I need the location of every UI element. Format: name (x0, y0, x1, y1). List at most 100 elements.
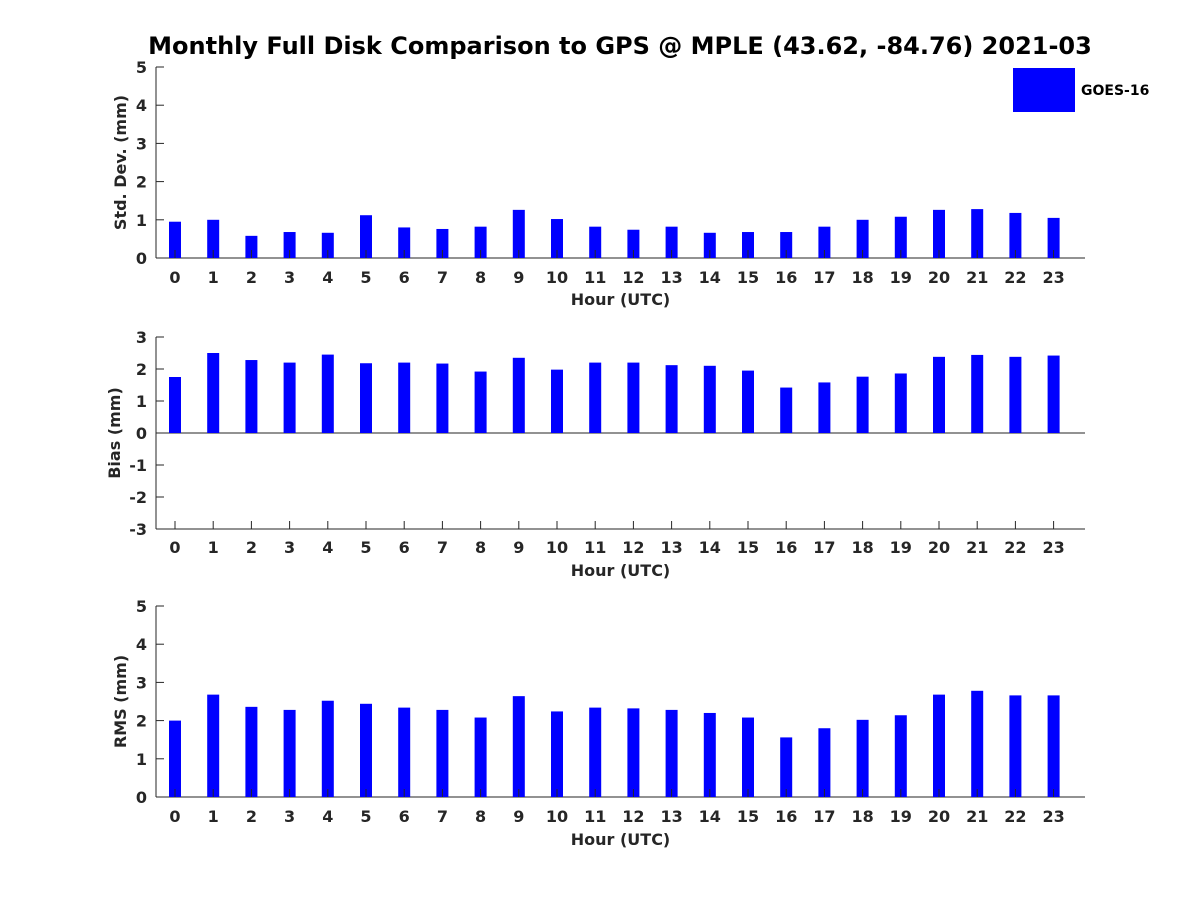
y-tick-label: 1 (136, 750, 147, 769)
y-tick-label: 2 (136, 712, 147, 731)
x-tick-label: 20 (928, 268, 950, 287)
x-tick-label: 10 (546, 538, 568, 557)
bar-hour-2 (245, 706, 258, 797)
bar-hour-6 (398, 227, 411, 258)
x-tick-label: 21 (966, 268, 988, 287)
x-tick-label: 7 (437, 538, 448, 557)
y-tick-label: 1 (136, 392, 147, 411)
y-tick-label: 5 (136, 597, 147, 616)
bar-hour-18 (856, 719, 869, 797)
x-tick-label: 22 (1004, 538, 1026, 557)
x-tick-label: 2 (246, 807, 257, 826)
legend: GOES-16 (1013, 68, 1149, 112)
x-tick-label: 5 (360, 268, 371, 287)
bar-hour-20 (933, 694, 945, 797)
x-tick-label: 6 (399, 807, 410, 826)
bar-hour-11 (589, 226, 602, 258)
bar-hour-19 (894, 373, 907, 433)
x-tick-label: 20 (928, 807, 950, 826)
x-axis-label: Hour (UTC) (571, 290, 671, 309)
bar-hour-1 (207, 694, 220, 797)
bar-hour-18 (856, 219, 869, 258)
x-tick-label: 17 (813, 268, 835, 287)
x-tick-label: 1 (208, 268, 219, 287)
y-tick-label: 3 (136, 134, 147, 153)
x-tick-label: 17 (813, 807, 835, 826)
x-tick-label: 15 (737, 807, 759, 826)
bar-hour-4 (321, 700, 334, 797)
y-axis-label-bias: Bias (mm) (105, 387, 124, 479)
y-tick-label: 0 (136, 788, 147, 807)
x-tick-label: 23 (1042, 538, 1064, 557)
x-tick-label: 16 (775, 538, 797, 557)
bar-hour-8 (474, 371, 487, 433)
x-tick-label: 23 (1042, 268, 1064, 287)
x-tick-label: 12 (622, 538, 644, 557)
bar-hour-17 (818, 728, 831, 797)
y-tick-label: 3 (136, 673, 147, 692)
bar-hour-19 (894, 715, 907, 797)
chart-title: Monthly Full Disk Comparison to GPS @ MP… (148, 32, 1092, 60)
x-tick-label: 4 (322, 807, 333, 826)
bar-hour-17 (818, 382, 831, 433)
x-tick-label: 18 (851, 538, 873, 557)
y-tick-label: 2 (136, 360, 147, 379)
x-tick-label: 8 (475, 538, 486, 557)
bar-hour-14 (703, 365, 716, 433)
bar-hour-4 (321, 232, 334, 258)
bar-hour-3 (283, 232, 296, 258)
bar-hour-14 (703, 712, 716, 797)
x-tick-label: 10 (546, 268, 568, 287)
bar-hour-16 (780, 232, 793, 258)
bar-hour-9 (512, 357, 525, 433)
x-tick-label: 17 (813, 538, 835, 557)
x-tick-label: 3 (284, 268, 295, 287)
bar-hour-5 (360, 215, 372, 258)
bar-hour-13 (665, 226, 678, 258)
x-tick-label: 20 (928, 538, 950, 557)
x-tick-label: 14 (699, 807, 721, 826)
bar-hour-22 (1009, 695, 1022, 797)
x-tick-label: 7 (437, 268, 448, 287)
bar-hour-11 (589, 707, 602, 797)
bar-hour-3 (283, 709, 296, 797)
y-tick-label: 0 (136, 249, 147, 268)
bar-hour-22 (1009, 356, 1022, 433)
bar-hour-0 (169, 377, 181, 433)
bar-hour-6 (398, 707, 411, 797)
bar-hour-1 (207, 219, 220, 258)
x-tick-label: 4 (322, 538, 333, 557)
bar-hour-4 (321, 354, 334, 433)
bar-hour-2 (245, 235, 258, 258)
x-tick-label: 15 (737, 538, 759, 557)
x-tick-label: 2 (246, 268, 257, 287)
x-tick-label: 0 (169, 268, 180, 287)
y-tick-label: 0 (136, 424, 147, 443)
x-tick-label: 19 (890, 538, 912, 557)
bar-hour-22 (1009, 212, 1022, 258)
bar-hour-15 (742, 232, 754, 258)
bar-hour-9 (512, 696, 525, 797)
y-tick-label: -1 (129, 456, 147, 475)
bar-hour-0 (169, 720, 181, 797)
x-tick-label: 16 (775, 268, 797, 287)
bar-hour-21 (971, 354, 984, 433)
x-tick-label: 19 (890, 268, 912, 287)
bar-hour-10 (551, 219, 563, 258)
y-tick-label: -2 (129, 488, 147, 507)
x-tick-label: 5 (360, 538, 371, 557)
bar-hour-12 (627, 708, 640, 797)
y-axis-label-std-dev: Std. Dev. (mm) (111, 95, 130, 230)
y-tick-label: 1 (136, 211, 147, 230)
bar-hour-23 (1047, 695, 1060, 797)
x-tick-label: 14 (699, 268, 721, 287)
bar-hour-0 (169, 221, 181, 258)
x-tick-label: 21 (966, 538, 988, 557)
x-tick-label: 10 (546, 807, 568, 826)
x-tick-label: 19 (890, 807, 912, 826)
x-axis-label: Hour (UTC) (571, 830, 671, 849)
x-tick-label: 3 (284, 538, 295, 557)
